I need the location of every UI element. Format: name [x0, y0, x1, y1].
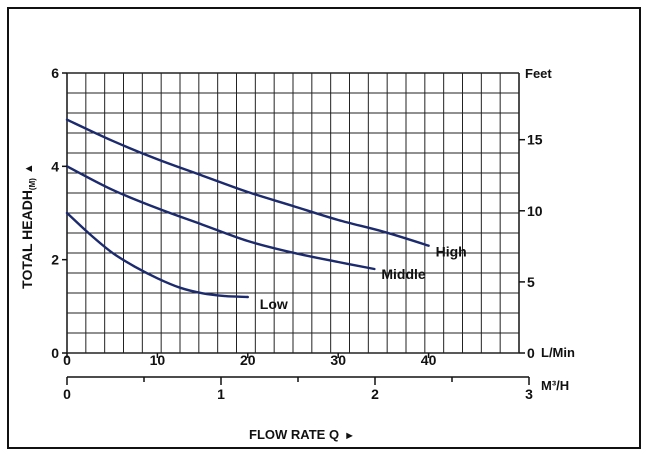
y-axis-title: TOTAL HEADH(M) ▲ — [19, 163, 37, 289]
x-m3h-tick-label: 1 — [217, 386, 225, 402]
curve-middle — [65, 165, 376, 271]
x-lmin-tick-label: 30 — [330, 352, 346, 368]
x-m3h-tick-label: 3 — [525, 386, 533, 402]
x-m3h-unit: M³/H — [541, 378, 569, 393]
y-left-tick-label: 4 — [51, 158, 59, 174]
x-lmin-tick-label: 40 — [421, 352, 437, 368]
x-axis-title: FLOW RATE Q ► — [249, 427, 355, 442]
x-lmin-tick-label: 0 — [63, 352, 71, 368]
series-label-high: High — [436, 244, 467, 260]
x-axis-arrow-icon: ► — [344, 430, 355, 442]
chart-curves — [65, 118, 430, 299]
chart-ticks: 0 2 4 6 0 5 10 15 0 10 20 30 40 0 1 2 3 — [51, 65, 543, 402]
y-right-tick-label: 10 — [527, 203, 543, 219]
chart-labels: High Middle Low — [260, 244, 467, 312]
outer-border — [7, 7, 641, 449]
y-axis-title-sub: (M) — [28, 178, 37, 190]
y-left-tick-label: 6 — [51, 65, 59, 81]
series-label-low: Low — [260, 296, 288, 312]
x-lmin-tick-label: 20 — [240, 352, 256, 368]
x-lmin-unit: L/Min — [541, 345, 575, 360]
curve-high — [65, 118, 430, 247]
y-axis-arrow-icon: ▲ — [23, 163, 35, 174]
x-m3h-tick-label: 2 — [371, 386, 379, 402]
y-right-tick-label: 0 — [527, 345, 535, 361]
x-lmin-tick-label: 10 — [150, 352, 166, 368]
x-axis-title-text: FLOW RATE Q — [249, 427, 339, 442]
y-right-tick-label: 5 — [527, 274, 535, 290]
y-right-tick-label: 15 — [527, 132, 543, 148]
series-label-middle: Middle — [381, 266, 426, 282]
y-axis-title-text: TOTAL HEADH — [19, 190, 35, 289]
y-left-tick-label: 0 — [51, 345, 59, 361]
x-m3h-tick-label: 0 — [63, 386, 71, 402]
y-left-tick-label: 2 — [51, 252, 59, 268]
curve-low — [65, 211, 249, 299]
y-right-unit: Feet — [525, 66, 552, 81]
